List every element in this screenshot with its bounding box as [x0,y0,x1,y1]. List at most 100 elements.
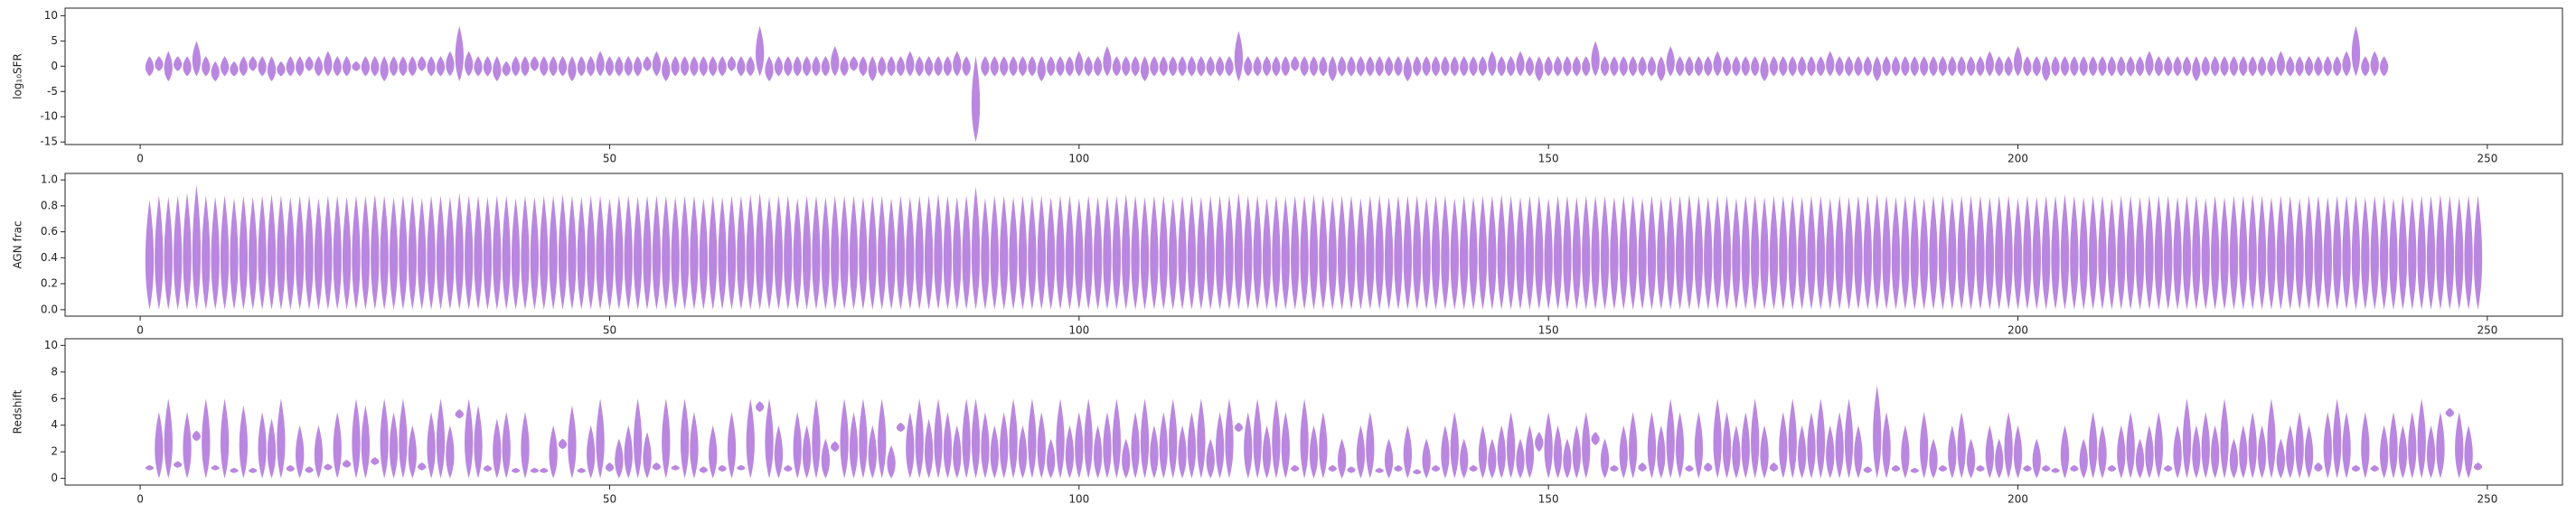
violin [2051,56,2060,77]
violin [267,56,277,82]
violin [737,195,746,310]
violin [1760,425,1769,479]
violin [2210,425,2220,479]
violin [887,198,896,310]
violin [1995,195,2004,310]
violin [427,412,436,479]
violin [1300,398,1309,479]
violin [1281,196,1291,310]
violin [145,464,155,471]
violin [784,56,793,77]
violin [1694,56,1704,77]
violin [249,56,258,71]
violin [1347,466,1356,473]
violin [812,398,821,479]
violin [2314,195,2323,310]
y-tick-label: 0 [51,472,58,484]
violin [389,412,399,479]
violin [896,56,906,77]
x-tick-label: 200 [2007,493,2028,506]
x-tick-label: 0 [136,493,144,506]
violin [1844,398,1854,479]
x-tick-label: 150 [1538,493,1559,506]
violin [1234,422,1244,433]
y-axis-label: AGN frac [12,220,24,268]
violin [2088,412,2098,479]
violin [2304,195,2314,310]
violin [2276,195,2286,310]
violin [971,186,981,310]
violin [1901,56,1910,77]
violin [1901,425,1910,479]
violin [934,398,943,479]
violin [2192,56,2201,82]
violin [859,56,868,77]
violin [511,198,521,310]
violin [2107,464,2117,472]
violin [587,195,596,310]
violin [1919,412,1929,479]
violin [2286,195,2295,310]
violin [971,56,981,143]
violin [2117,425,2126,479]
violin [784,195,793,310]
violin [915,398,924,479]
violin [1337,56,1347,77]
violin [2389,198,2398,310]
violin [2192,195,2201,310]
violin [1816,195,1826,310]
violin [2060,425,2070,479]
violin [1901,195,1910,310]
violin [2267,398,2276,479]
violin [774,56,784,77]
violin [605,198,615,310]
violin [1356,56,1366,77]
violin [1628,412,1638,479]
violin [1873,56,1882,82]
violin [1103,412,1112,479]
violin [2295,56,2304,77]
violin [727,412,737,479]
violin [1882,195,1891,310]
violin [2117,195,2126,310]
violin [1835,412,1844,479]
violin [1647,412,1657,479]
violin [493,195,502,310]
violin [821,438,831,479]
violin [568,405,577,479]
violin [1356,198,1366,310]
violin [2098,195,2107,310]
violin [831,441,840,453]
violin [887,444,896,479]
violin [380,56,389,82]
violin [249,196,258,310]
violin [1535,195,1544,310]
violin [1215,56,1225,77]
violin [1413,195,1422,310]
violin [2379,56,2389,77]
violin [690,412,699,479]
violin [1525,195,1535,310]
violin [709,56,718,77]
violin [1084,56,1093,77]
violin [408,425,418,479]
violin [2079,196,2088,310]
violin [699,56,709,77]
violin [718,196,727,310]
violin [765,398,774,479]
violin [1046,196,1056,310]
violin [1835,195,1844,310]
violin [2370,464,2379,472]
violin [530,467,540,473]
violin [258,412,267,479]
violin [2398,195,2408,310]
violin [1525,56,1535,77]
violin [1244,56,1253,77]
violin [239,56,249,77]
violin [267,193,277,310]
violin [1056,195,1065,310]
violin [483,464,493,472]
violin [1769,56,1779,77]
violin [1197,196,1206,310]
